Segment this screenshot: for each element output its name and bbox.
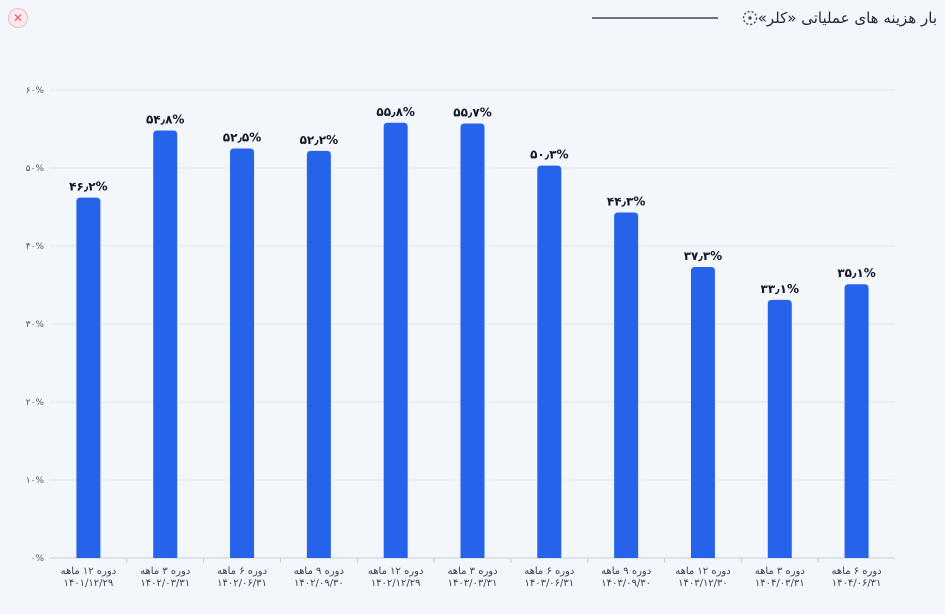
x-tick-label: ۱۴۰۲/۱۲/۲۹ bbox=[371, 578, 421, 589]
page-title: بار هزینه های عملیاتی «کلر» bbox=[757, 9, 937, 27]
bar bbox=[614, 212, 639, 558]
bar bbox=[460, 123, 485, 558]
x-tick-label: دوره ۳ ماهه bbox=[140, 566, 190, 577]
data-label: ۳۵٫۱% bbox=[837, 266, 876, 280]
close-icon[interactable]: ✕ bbox=[8, 8, 28, 28]
title-wrap: بار هزینه های عملیاتی «کلر» bbox=[736, 6, 937, 30]
data-label: ۳۳٫۱% bbox=[761, 282, 800, 296]
data-label: ۳۷٫۳% bbox=[684, 249, 723, 263]
y-tick-label: ۳۰% bbox=[26, 320, 45, 330]
x-tick-label: دوره ۳ ماهه bbox=[447, 566, 497, 577]
x-tick-label: دوره ۶ ماهه bbox=[832, 566, 882, 577]
x-tick-label: ۱۴۰۳/۱۲/۳۰ bbox=[678, 578, 728, 589]
data-label: ۵۲٫۲% bbox=[300, 133, 339, 147]
title-divider bbox=[592, 17, 718, 19]
x-tick-label: دوره ۱۲ ماهه bbox=[675, 566, 731, 577]
bar bbox=[383, 122, 408, 558]
x-tick-label: دوره ۱۲ ماهه bbox=[61, 566, 117, 577]
y-tick-label: ۴۰% bbox=[26, 242, 45, 252]
bar bbox=[844, 284, 869, 558]
y-tick-label: ۵۰% bbox=[26, 164, 45, 174]
bar bbox=[230, 148, 255, 558]
data-label: ۴۴٫۳% bbox=[607, 194, 646, 208]
x-tick-label: دوره ۶ ماهه bbox=[524, 566, 574, 577]
x-tick-label: ۱۴۰۳/۰۹/۳۰ bbox=[601, 578, 651, 589]
data-label: ۵۴٫۸% bbox=[146, 113, 185, 127]
data-label: ۵۰٫۳% bbox=[530, 148, 569, 162]
x-tick-label: ۱۴۰۴/۰۳/۳۱ bbox=[755, 578, 805, 589]
y-tick-label: ۰% bbox=[31, 554, 45, 564]
y-tick-label: ۱۰% bbox=[26, 476, 45, 486]
x-tick-label: دوره ۳ ماهه bbox=[755, 566, 805, 577]
x-tick-label: دوره ۶ ماهه bbox=[217, 566, 267, 577]
x-tick-label: ۱۴۰۴/۰۶/۳۱ bbox=[832, 578, 882, 589]
x-tick-label: ۱۴۰۳/۰۶/۳۱ bbox=[524, 578, 574, 589]
x-tick-label: ۱۴۰۱/۱۲/۲۹ bbox=[64, 578, 114, 589]
chart-header: ✕ بار هزینه های عملیاتی «کلر» bbox=[0, 0, 945, 40]
data-label: ۵۲٫۵% bbox=[223, 131, 262, 145]
bar bbox=[306, 150, 331, 558]
bar bbox=[690, 267, 715, 558]
data-label: ۴۶٫۲% bbox=[69, 180, 108, 194]
x-tick-label: دوره ۱۲ ماهه bbox=[368, 566, 424, 577]
data-label: ۵۵٫۷% bbox=[453, 106, 492, 120]
x-tick-label: ۱۴۰۳/۰۳/۳۱ bbox=[448, 578, 498, 589]
x-tick-label: ۱۴۰۲/۰۳/۳۱ bbox=[140, 578, 190, 589]
x-tick-label: ۱۴۰۲/۰۹/۳۰ bbox=[294, 578, 344, 589]
bar bbox=[76, 197, 101, 558]
x-tick-label: دوره ۹ ماهه bbox=[601, 566, 651, 577]
data-label: ۵۵٫۸% bbox=[376, 105, 415, 119]
y-tick-label: ۶۰% bbox=[26, 86, 45, 96]
x-tick-label: ۱۴۰۲/۰۶/۳۱ bbox=[217, 578, 267, 589]
x-tick-label: دوره ۹ ماهه bbox=[294, 566, 344, 577]
bar bbox=[767, 299, 792, 558]
bar bbox=[153, 130, 178, 558]
bar bbox=[537, 165, 562, 558]
dotted-circle-icon bbox=[742, 10, 757, 26]
y-tick-label: ۲۰% bbox=[26, 398, 45, 408]
